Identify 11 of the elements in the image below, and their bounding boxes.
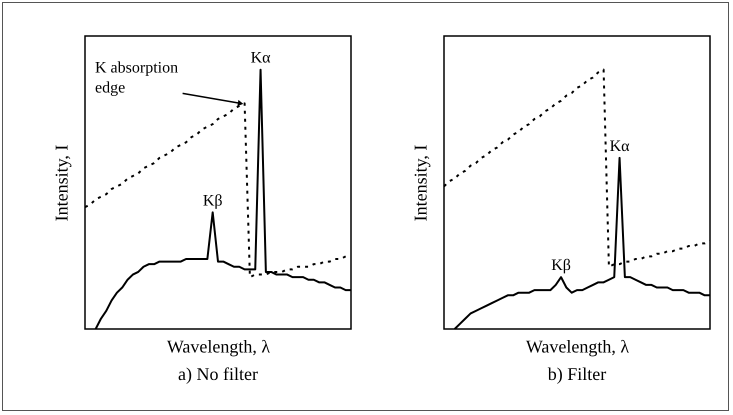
x-axis-title: Wavelength, λ — [526, 336, 630, 356]
text: a) No filter — [178, 364, 258, 384]
annotation: K absorption edge — [95, 59, 178, 96]
annotation: Kα — [610, 138, 630, 155]
y-axis-title: Intensity, I — [52, 144, 72, 222]
x-axis-title: Wavelength, λ — [166, 336, 270, 356]
text: b) Filter — [548, 364, 606, 384]
annotation: Kβ — [551, 257, 571, 274]
y-axis-title: Intensity, I — [410, 144, 430, 222]
annotation: Kβ — [202, 192, 223, 210]
annotation: Kα — [250, 50, 272, 67]
